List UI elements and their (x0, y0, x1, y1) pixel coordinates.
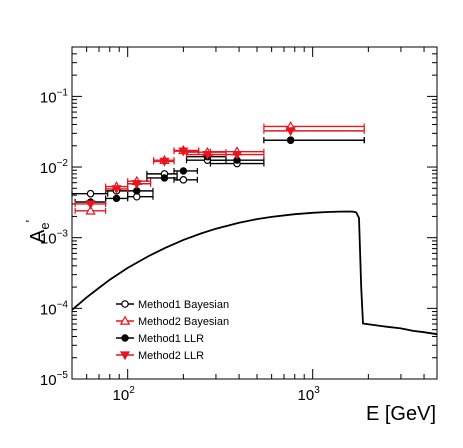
x-tick-exponent: 2 (129, 385, 135, 396)
marker (85, 205, 96, 215)
marker (178, 147, 189, 157)
y-tick-label: 10−3 (40, 229, 69, 248)
marker (85, 200, 96, 210)
legend-marker (121, 300, 129, 308)
marker (159, 157, 170, 167)
legend-label: Method1 Bayesian (138, 299, 229, 311)
x-tick-base: 10 (298, 387, 315, 404)
y-axis-title: Ae' (23, 220, 52, 243)
y-axis-label-subscript: e (37, 222, 52, 229)
y-tick-base: 10 (40, 372, 57, 389)
data-point (263, 127, 365, 137)
marker (285, 127, 296, 137)
data-point (105, 194, 129, 203)
data-point (173, 175, 198, 184)
y-axis-label-base: A (27, 229, 49, 243)
marker (179, 175, 188, 184)
y-tick-label: 10−1 (40, 87, 69, 106)
data-point (74, 205, 107, 215)
y-tick-base: 10 (40, 160, 57, 177)
y-tick-exponent: −1 (57, 87, 69, 98)
marker (111, 185, 122, 195)
y-tick-label: 10−5 (40, 370, 69, 389)
data-point (152, 157, 175, 167)
marker (179, 167, 188, 175)
data-point (146, 174, 178, 182)
data-point (263, 136, 365, 144)
legend-marker (119, 315, 131, 325)
data-point (74, 200, 107, 210)
legend: Method1 Bayesian Method2 Bayesian Method1 … (116, 299, 229, 362)
y-tick-exponent: −5 (57, 370, 69, 381)
y-tick-exponent: −4 (57, 299, 69, 310)
data-point (263, 121, 365, 131)
marker (286, 136, 295, 144)
data-point (127, 192, 154, 201)
plot-frame (71, 46, 438, 380)
data-point (173, 167, 198, 175)
marker (131, 180, 142, 189)
y-tick-base: 10 (40, 89, 57, 106)
x-axis-title: E [GeV] (366, 403, 436, 425)
series-method2-llr (74, 127, 365, 210)
marker (86, 189, 95, 198)
y-tick-base: 10 (40, 301, 57, 318)
legend-entry: Method1 LLR (116, 333, 204, 345)
data-point (71, 189, 109, 198)
legend-label: Method1 LLR (138, 333, 204, 345)
x-tick-label: 103 (298, 385, 321, 404)
y-tick-base: 10 (40, 231, 57, 248)
data-point (173, 147, 200, 157)
legend-marker (119, 351, 131, 361)
data-point (209, 150, 265, 160)
data-point (127, 187, 154, 195)
legend-label: Method2 Bayesian (138, 316, 229, 328)
data-point (105, 185, 129, 195)
efficiency-curve (71, 210, 438, 336)
data-points-layer (71, 121, 365, 215)
legend-marker (121, 334, 129, 342)
marker (202, 150, 213, 160)
series-method1-llr (74, 136, 365, 206)
x-tick-label: 102 (113, 385, 136, 404)
svg-text:Ae': Ae' (23, 220, 52, 243)
legend-entry: Method1 Bayesian (116, 299, 229, 311)
legend-entry: Method2 LLR (116, 350, 204, 362)
efficiency-curve-layer (71, 210, 438, 336)
marker (231, 150, 243, 160)
marker (112, 194, 121, 203)
x-tick-base: 10 (113, 387, 130, 404)
marker (160, 174, 169, 182)
data-point (127, 180, 152, 189)
legend-label: Method2 LLR (138, 350, 204, 362)
y-tick-exponent: −3 (57, 229, 69, 240)
x-tick-exponent: 3 (314, 385, 320, 396)
y-axis-label-superscript: ' (23, 220, 38, 222)
x-axis-label: E [GeV] (366, 403, 436, 425)
y-tick-label: 10−2 (40, 158, 69, 177)
y-tick-exponent: −2 (57, 158, 69, 169)
legend-entry: Method2 Bayesian (116, 315, 229, 328)
y-tick-label: 10−4 (40, 299, 69, 318)
